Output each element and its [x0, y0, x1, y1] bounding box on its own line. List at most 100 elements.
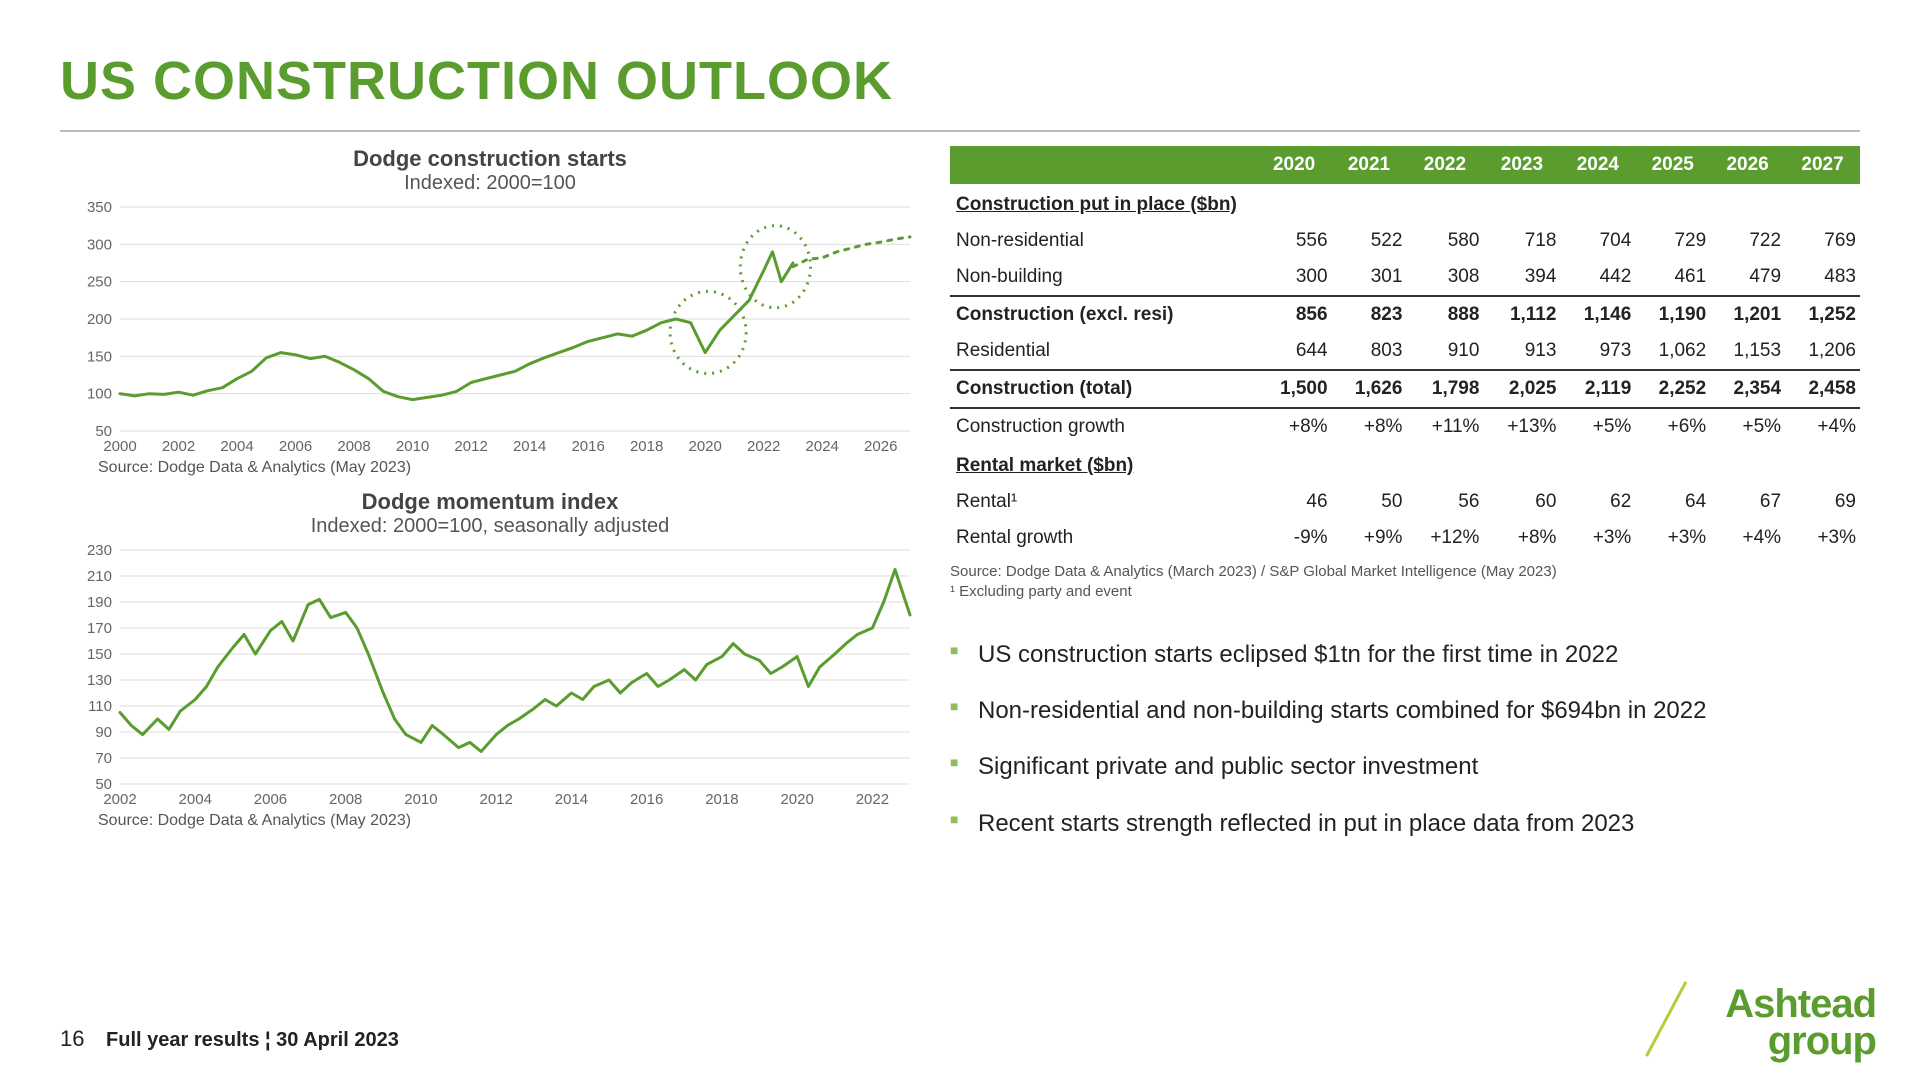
svg-text:300: 300	[87, 236, 112, 253]
svg-text:190: 190	[87, 594, 112, 611]
svg-text:150: 150	[87, 646, 112, 663]
construction-table: 20202021202220232024202520262027Construc…	[950, 146, 1860, 556]
data-column: 20202021202220232024202520262027Construc…	[950, 146, 1860, 852]
svg-text:2012: 2012	[454, 438, 487, 455]
ashtead-logo: Ashteadgroup	[1725, 986, 1876, 1060]
svg-text:2022: 2022	[747, 438, 780, 455]
table-year-head: 2020	[1257, 146, 1332, 184]
svg-text:2018: 2018	[705, 791, 738, 808]
table-cell: 300	[1257, 259, 1332, 296]
table-cell: 856	[1257, 296, 1332, 333]
charts-column: Dodge construction starts Indexed: 2000=…	[60, 146, 920, 852]
table-row-label: Residential	[950, 333, 1257, 370]
table-cell: 67	[1710, 484, 1785, 520]
table-cell: 910	[1406, 333, 1483, 370]
table-year-head: 2022	[1406, 146, 1483, 184]
svg-text:70: 70	[95, 750, 112, 767]
table-cell: +3%	[1560, 520, 1635, 556]
svg-text:110: 110	[88, 698, 112, 715]
table-cell: +11%	[1406, 408, 1483, 445]
svg-text:2006: 2006	[254, 791, 287, 808]
table-cell: 1,798	[1406, 370, 1483, 408]
title-divider	[60, 130, 1860, 132]
chart1-svg: 5010015020025030035020002002200420062008…	[60, 199, 920, 459]
table-cell: 704	[1560, 223, 1635, 259]
svg-text:210: 210	[87, 568, 112, 585]
table-cell: 580	[1406, 223, 1483, 259]
svg-text:2014: 2014	[513, 438, 546, 455]
table-cell: 1,112	[1483, 296, 1560, 333]
table-cell: 308	[1406, 259, 1483, 296]
chart2-source: Source: Dodge Data & Analytics (May 2023…	[60, 812, 920, 830]
chart1-title: Dodge construction starts	[60, 146, 920, 172]
svg-text:150: 150	[87, 348, 112, 365]
chart2-svg: 5070901101301501701902102302002200420062…	[60, 542, 920, 812]
chart1-source: Source: Dodge Data & Analytics (May 2023…	[60, 459, 920, 477]
table-cell: +3%	[1635, 520, 1710, 556]
table-cell: 1,190	[1635, 296, 1710, 333]
svg-text:100: 100	[87, 386, 112, 403]
page-number: 16	[60, 1026, 84, 1051]
svg-text:2002: 2002	[103, 791, 136, 808]
svg-text:2026: 2026	[864, 438, 897, 455]
bullet-item: Recent starts strength reflected in put …	[950, 796, 1860, 852]
svg-text:2008: 2008	[337, 438, 370, 455]
chart1-subtitle: Indexed: 2000=100	[60, 172, 920, 195]
table-cell: 60	[1483, 484, 1560, 520]
svg-text:2000: 2000	[103, 438, 136, 455]
svg-text:90: 90	[95, 724, 112, 741]
table-section-head: Rental market ($bn)	[950, 445, 1860, 484]
footer: 16 Full year results ¦ 30 April 2023	[60, 1026, 399, 1052]
table-cell: 1,206	[1785, 333, 1860, 370]
table-year-head: 2023	[1483, 146, 1560, 184]
table-cell: 1,500	[1257, 370, 1332, 408]
table-cell: 1,626	[1332, 370, 1407, 408]
table-cell: 1,201	[1710, 296, 1785, 333]
table-cell: 823	[1332, 296, 1407, 333]
table-row-label: Construction (excl. resi)	[950, 296, 1257, 333]
table-cell: 56	[1406, 484, 1483, 520]
svg-text:250: 250	[87, 274, 112, 291]
table-cell: 913	[1483, 333, 1560, 370]
table-cell: +12%	[1406, 520, 1483, 556]
table-cell: +8%	[1332, 408, 1407, 445]
svg-text:2014: 2014	[555, 791, 588, 808]
table-cell: +4%	[1710, 520, 1785, 556]
table-cell: 1,153	[1710, 333, 1785, 370]
table-cell: 2,252	[1635, 370, 1710, 408]
table-cell: +9%	[1332, 520, 1407, 556]
svg-text:2012: 2012	[480, 791, 513, 808]
svg-text:350: 350	[87, 199, 112, 216]
table-cell: +3%	[1785, 520, 1860, 556]
table-cell: 888	[1406, 296, 1483, 333]
table-cell: 1,252	[1785, 296, 1860, 333]
table-cell: 769	[1785, 223, 1860, 259]
table-cell: +8%	[1483, 520, 1560, 556]
table-cell: 64	[1635, 484, 1710, 520]
table-source: Source: Dodge Data & Analytics (March 20…	[950, 562, 1860, 603]
table-cell: 2,025	[1483, 370, 1560, 408]
table-cell: 301	[1332, 259, 1407, 296]
svg-text:2006: 2006	[279, 438, 312, 455]
table-year-head: 2027	[1785, 146, 1860, 184]
chart2-subtitle: Indexed: 2000=100, seasonally adjusted	[60, 515, 920, 538]
table-cell: 394	[1483, 259, 1560, 296]
table-year-head: 2025	[1635, 146, 1710, 184]
table-cell: 69	[1785, 484, 1860, 520]
table-cell: 442	[1560, 259, 1635, 296]
table-cell: +6%	[1635, 408, 1710, 445]
table-cell: 46	[1257, 484, 1332, 520]
bullet-item: Non-residential and non-building starts …	[950, 683, 1860, 739]
table-row-label: Non-residential	[950, 223, 1257, 259]
svg-text:2010: 2010	[396, 438, 429, 455]
table-cell: 461	[1635, 259, 1710, 296]
bullet-list: US construction starts eclipsed $1tn for…	[950, 627, 1860, 853]
table-cell: +13%	[1483, 408, 1560, 445]
table-year-head: 2024	[1560, 146, 1635, 184]
table-cell: 62	[1560, 484, 1635, 520]
svg-text:2022: 2022	[856, 791, 889, 808]
svg-text:2020: 2020	[780, 791, 813, 808]
page-title: US CONSTRUCTION OUTLOOK	[60, 50, 1860, 112]
table-row-label: Non-building	[950, 259, 1257, 296]
svg-text:2016: 2016	[630, 791, 663, 808]
